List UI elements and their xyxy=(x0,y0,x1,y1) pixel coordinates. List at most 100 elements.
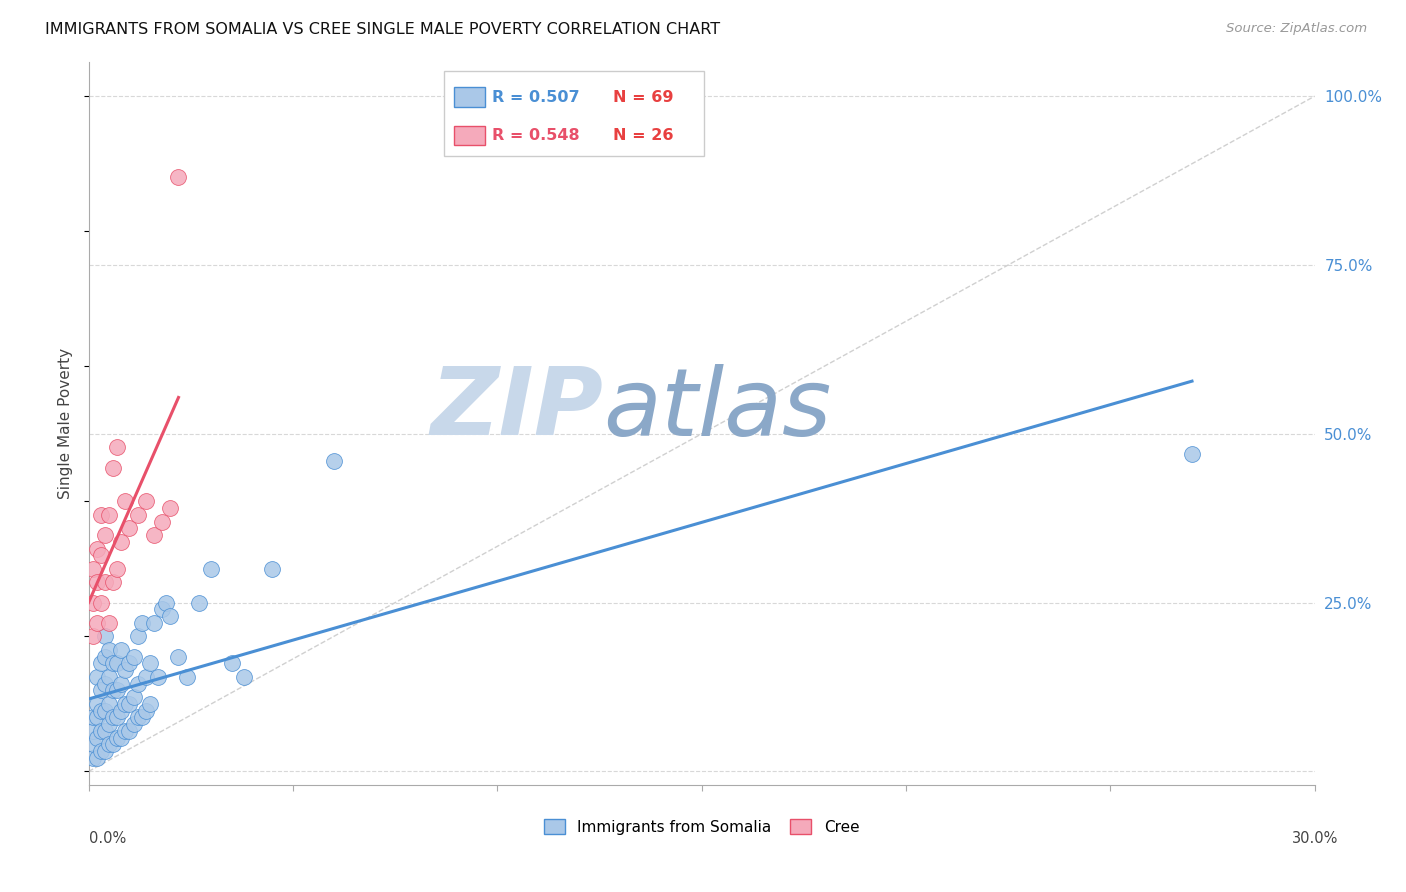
Point xyxy=(98,508,121,522)
Point xyxy=(114,723,136,738)
Point xyxy=(82,751,104,765)
Point xyxy=(90,549,112,563)
Point xyxy=(101,710,124,724)
Text: ZIP: ZIP xyxy=(430,363,603,455)
Point xyxy=(110,676,132,690)
Point xyxy=(114,494,136,508)
Point xyxy=(86,670,108,684)
Text: R = 0.507: R = 0.507 xyxy=(492,90,579,104)
Point xyxy=(94,629,117,643)
Text: N = 69: N = 69 xyxy=(613,90,673,104)
Point xyxy=(94,575,117,590)
Point xyxy=(131,615,153,630)
Point xyxy=(127,676,149,690)
Point xyxy=(98,717,121,731)
Point xyxy=(105,562,128,576)
Point xyxy=(262,562,284,576)
Text: N = 26: N = 26 xyxy=(613,128,673,143)
Point xyxy=(105,683,128,698)
Point xyxy=(94,649,117,664)
Point xyxy=(135,670,157,684)
Point xyxy=(101,738,124,752)
Point xyxy=(94,723,117,738)
Point xyxy=(90,657,112,671)
Point xyxy=(110,643,132,657)
Point xyxy=(122,690,145,705)
Point xyxy=(86,710,108,724)
Point xyxy=(90,683,112,698)
Point xyxy=(86,697,108,711)
Text: Source: ZipAtlas.com: Source: ZipAtlas.com xyxy=(1226,22,1367,36)
Point xyxy=(176,670,198,684)
Point xyxy=(135,704,157,718)
Point xyxy=(135,494,157,508)
Point xyxy=(159,609,181,624)
Point xyxy=(98,738,121,752)
Point xyxy=(90,704,112,718)
Point xyxy=(105,731,128,745)
Y-axis label: Single Male Poverty: Single Male Poverty xyxy=(58,348,73,500)
Text: 30.0%: 30.0% xyxy=(1292,831,1339,847)
Point xyxy=(86,615,108,630)
Point xyxy=(139,657,162,671)
Text: atlas: atlas xyxy=(603,364,832,455)
Point xyxy=(82,562,104,576)
Point xyxy=(101,575,124,590)
Point xyxy=(127,710,149,724)
Point xyxy=(139,697,162,711)
Point xyxy=(167,170,190,185)
Point xyxy=(167,649,190,664)
Point xyxy=(122,717,145,731)
Point xyxy=(90,508,112,522)
Point xyxy=(101,683,124,698)
Point xyxy=(118,723,141,738)
Point xyxy=(118,521,141,535)
Point xyxy=(131,710,153,724)
Point xyxy=(94,704,117,718)
Point xyxy=(94,744,117,758)
Point xyxy=(82,629,104,643)
Point xyxy=(101,460,124,475)
Point xyxy=(98,643,121,657)
Point xyxy=(90,723,112,738)
Point xyxy=(122,649,145,664)
Point xyxy=(159,501,181,516)
Point xyxy=(143,528,166,542)
Point xyxy=(150,602,173,616)
Point xyxy=(82,723,104,738)
Point xyxy=(86,751,108,765)
Point xyxy=(143,615,166,630)
Point xyxy=(105,710,128,724)
Point xyxy=(110,731,132,745)
Point xyxy=(82,738,104,752)
Point xyxy=(82,710,104,724)
Point xyxy=(101,657,124,671)
Point xyxy=(155,596,177,610)
Point xyxy=(86,731,108,745)
Point xyxy=(232,670,254,684)
Point xyxy=(110,534,132,549)
Point xyxy=(110,704,132,718)
Point xyxy=(86,575,108,590)
Point xyxy=(118,697,141,711)
Point xyxy=(127,508,149,522)
Point xyxy=(127,629,149,643)
Point xyxy=(94,528,117,542)
Point xyxy=(105,657,128,671)
Text: IMMIGRANTS FROM SOMALIA VS CREE SINGLE MALE POVERTY CORRELATION CHART: IMMIGRANTS FROM SOMALIA VS CREE SINGLE M… xyxy=(45,22,720,37)
Point xyxy=(187,596,209,610)
Point xyxy=(98,697,121,711)
Text: R = 0.548: R = 0.548 xyxy=(492,128,579,143)
Point xyxy=(105,440,128,454)
Point xyxy=(82,596,104,610)
Point xyxy=(98,615,121,630)
Point xyxy=(221,657,243,671)
Point xyxy=(94,676,117,690)
Point xyxy=(98,670,121,684)
Point xyxy=(322,454,344,468)
Point xyxy=(1181,447,1204,461)
Point xyxy=(150,515,173,529)
Point xyxy=(90,596,112,610)
Point xyxy=(118,657,141,671)
Point xyxy=(200,562,222,576)
